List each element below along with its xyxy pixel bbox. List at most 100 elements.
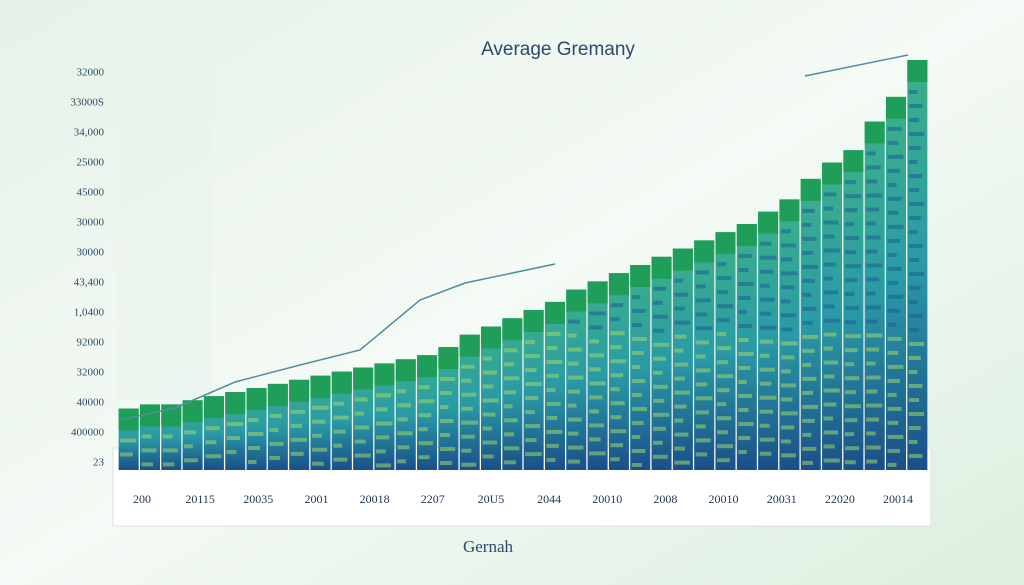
bar-stripe [759, 311, 772, 316]
bar-stripe [567, 347, 582, 352]
bar-stripe [226, 422, 244, 427]
bar-stripe [141, 434, 152, 439]
chart-title: Average Gremany [481, 39, 635, 60]
bar-stripe [738, 366, 751, 370]
bar-cap [459, 334, 480, 357]
bar-stripe [461, 406, 473, 411]
bar-stripe [802, 418, 815, 423]
bar-stripe [461, 392, 477, 397]
bar-stripe [674, 348, 684, 353]
bar-stripe [354, 439, 366, 444]
bar-stripe [397, 445, 410, 450]
y-tick-label: 43,400 [74, 277, 105, 289]
bar-stripe [525, 438, 537, 443]
bar-stripe [653, 454, 668, 459]
bar-stripe [397, 459, 406, 464]
bar-stripe [205, 426, 220, 431]
bar-stripe [695, 354, 706, 359]
bar-stripe [418, 441, 433, 446]
bar-stripe [866, 445, 881, 450]
bar-stripe [653, 398, 665, 403]
bar-stripe [887, 294, 904, 299]
y-tick-label: 32000 [77, 67, 105, 79]
bar-stripe [589, 339, 599, 344]
bar-stripe [546, 415, 558, 420]
bar-cap [118, 408, 139, 431]
bar-cap [587, 281, 608, 304]
bar-stripe [439, 405, 449, 409]
bar-stripe [802, 264, 819, 269]
bar-cap [374, 363, 395, 386]
bar-cap [246, 388, 267, 410]
bar-cap [694, 240, 715, 263]
bar-stripe [695, 424, 706, 429]
bar-stripe [887, 406, 902, 411]
bar-stripe [482, 356, 492, 361]
bar-stripe [546, 457, 556, 462]
bar-stripe [333, 457, 348, 462]
x-tick-label: 2001 [304, 492, 328, 506]
bar-cap [481, 326, 502, 349]
bar-stripe [503, 362, 515, 367]
bar-stripe [674, 334, 687, 339]
y-tick-label: 45000 [77, 187, 105, 199]
bar-stripe [738, 394, 752, 398]
bar-stripe [205, 440, 217, 445]
bar-cap [736, 224, 757, 246]
bar-stripe [546, 401, 561, 406]
bar-stripe [503, 418, 518, 423]
bar-stripe [375, 407, 388, 412]
bar-stripe [525, 354, 540, 359]
bar-stripe [716, 304, 734, 309]
y-tick-label: 34,000 [74, 127, 105, 139]
bar-stripe [461, 364, 475, 369]
bar-stripe [887, 462, 897, 467]
bar-cap [353, 367, 374, 390]
bar-stripe [866, 277, 879, 282]
x-tick-label: 20010 [592, 492, 622, 506]
bar-stripe [439, 461, 452, 465]
bar-stripe [823, 318, 840, 323]
bar-stripe [780, 369, 791, 374]
bar-stripe [866, 305, 881, 310]
y-tick-label: 23 [93, 457, 105, 469]
bar-stripe [802, 404, 819, 409]
bar-stripe [887, 420, 899, 425]
bar-stripe [631, 463, 642, 467]
bar-cap [672, 248, 693, 271]
bar-stripe [866, 193, 883, 198]
bar-stripe [525, 410, 535, 415]
bar-stripe [695, 368, 711, 373]
bar-stripe [695, 340, 709, 345]
bar-stripe [695, 284, 706, 289]
bar-stripe [653, 356, 666, 361]
bar-cap [608, 273, 629, 296]
bar-stripe [439, 377, 456, 381]
bar-stripe [482, 370, 497, 375]
bar-stripe [184, 458, 198, 463]
bar-stripe [226, 436, 240, 441]
bar-stripe [653, 384, 668, 389]
bar-stripe [908, 384, 923, 388]
bar-cap [715, 232, 736, 255]
bar-stripe [610, 457, 620, 462]
bar-stripe [823, 192, 837, 197]
bar-stripe [738, 436, 751, 440]
bar-stripe [866, 431, 876, 436]
bar-stripe [397, 431, 413, 436]
bar-stripe [461, 378, 472, 383]
bar-stripe [716, 430, 728, 435]
bar-stripe [780, 271, 798, 276]
bar-stripe [716, 388, 730, 393]
bar-stripe [780, 341, 798, 346]
bar-cap [267, 383, 288, 406]
bar-stripe [759, 283, 770, 288]
bar-stripe [887, 140, 899, 145]
bar-stripe [525, 452, 542, 457]
y-tick-label: 25000 [77, 157, 105, 169]
bar-stripe [887, 154, 904, 159]
bar-stripe [908, 454, 923, 458]
bar-stripe [674, 278, 684, 283]
bar-stripe [887, 238, 900, 243]
bar-stripe [823, 276, 833, 281]
